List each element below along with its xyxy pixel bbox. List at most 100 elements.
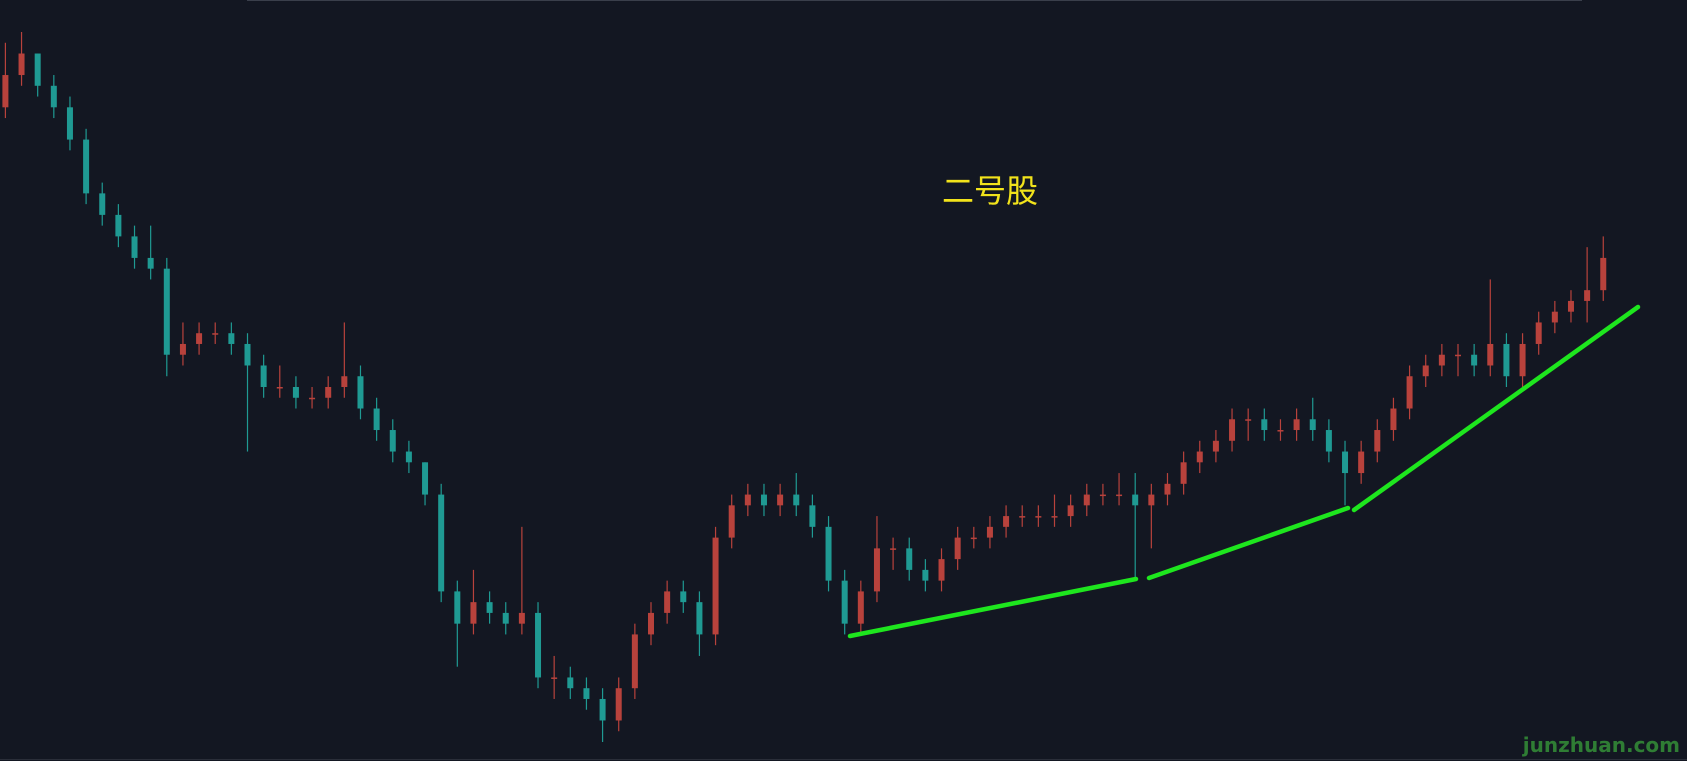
candle-body [34, 53, 41, 86]
candle-body [99, 193, 106, 215]
candle-body [389, 430, 396, 452]
candle-body [1390, 408, 1397, 431]
candle-body [1374, 430, 1381, 452]
candle-body [1471, 354, 1478, 366]
candle-body [1019, 516, 1026, 518]
candle-body [66, 107, 73, 140]
candle-body [341, 376, 348, 387]
candle-body [502, 612, 509, 624]
candle-body [712, 537, 719, 635]
candle-body [825, 526, 832, 581]
candle-body [212, 333, 219, 335]
candle-body [938, 559, 945, 581]
candle-body [1035, 516, 1042, 518]
candle-body [1245, 419, 1252, 421]
candle-body [1229, 419, 1236, 441]
candles [2, 32, 1607, 742]
candle-body [535, 612, 542, 678]
candle-body [615, 688, 622, 721]
candle-body [454, 591, 461, 624]
candle-body [760, 494, 767, 506]
candle-body [292, 387, 299, 398]
candle-body [1180, 462, 1187, 484]
candle-body [1164, 483, 1171, 495]
candle-body [970, 537, 977, 540]
trend-line [1146, 505, 1351, 581]
candle-body [1438, 354, 1445, 366]
candle-body [1567, 300, 1574, 312]
candle-body [551, 677, 558, 679]
candle-body [373, 408, 380, 431]
candle-body [276, 387, 283, 389]
candle-body [1342, 451, 1349, 474]
candle-body [357, 376, 364, 409]
candle-body [1406, 376, 1413, 409]
candle-body [131, 236, 138, 258]
candle-body [1309, 419, 1316, 431]
candle-body [196, 333, 203, 344]
candle-body [163, 268, 170, 355]
candle-body [244, 343, 251, 366]
watermark: junzhuan.com [1522, 733, 1680, 757]
candle-body [1003, 516, 1010, 527]
candle-body [1083, 494, 1090, 506]
candle-body [1519, 343, 1526, 377]
candle-body [50, 85, 57, 108]
candle-body [1067, 505, 1074, 517]
candle-body [260, 365, 267, 387]
candle-body [664, 591, 671, 613]
candle-body [954, 537, 961, 560]
candle-body [680, 591, 687, 603]
trend-line [1351, 304, 1641, 513]
candle-body [1212, 440, 1219, 452]
candle-body [1132, 494, 1139, 506]
candle-body [1535, 322, 1542, 344]
candle-body [1261, 419, 1268, 431]
candle-body [309, 397, 316, 400]
candle-body [147, 257, 154, 269]
candle-body [1503, 343, 1510, 377]
candle-body [728, 505, 735, 538]
candle-body [809, 505, 816, 527]
chart-title: 二号股 [942, 172, 1038, 210]
candle-body [18, 53, 25, 76]
candle-body [518, 612, 525, 624]
candle-body [179, 343, 186, 355]
candle-body [1293, 419, 1300, 431]
candle-body [744, 494, 751, 506]
trend-lines [847, 304, 1641, 639]
candle-body [599, 698, 606, 721]
candle-body [567, 677, 574, 689]
candle-body [1600, 257, 1607, 291]
candle-body [1196, 451, 1203, 463]
candle-body [405, 451, 412, 463]
candle-body [777, 494, 784, 506]
candle-body [2, 75, 9, 108]
candle-body [83, 139, 90, 194]
candle-body [1325, 430, 1332, 452]
candle-body [793, 494, 800, 506]
candle-body [486, 602, 493, 613]
trend-line [847, 576, 1139, 639]
candle-body [922, 569, 929, 581]
candle-body [325, 387, 332, 398]
candle-body [857, 591, 864, 624]
candle-body [890, 548, 897, 550]
candle-body [906, 548, 913, 570]
candle-body [115, 214, 122, 237]
candle-body [228, 333, 235, 344]
candle-body [986, 526, 993, 538]
candle-body [873, 548, 880, 592]
candle-body [1584, 290, 1591, 301]
candle-body [1116, 494, 1123, 497]
candle-body [1051, 516, 1058, 518]
candle-body [841, 580, 848, 624]
candle-body [631, 634, 638, 689]
candle-body [470, 602, 477, 624]
candle-body [1551, 311, 1558, 323]
candle-body [1148, 494, 1155, 506]
candle-body [1277, 430, 1284, 432]
